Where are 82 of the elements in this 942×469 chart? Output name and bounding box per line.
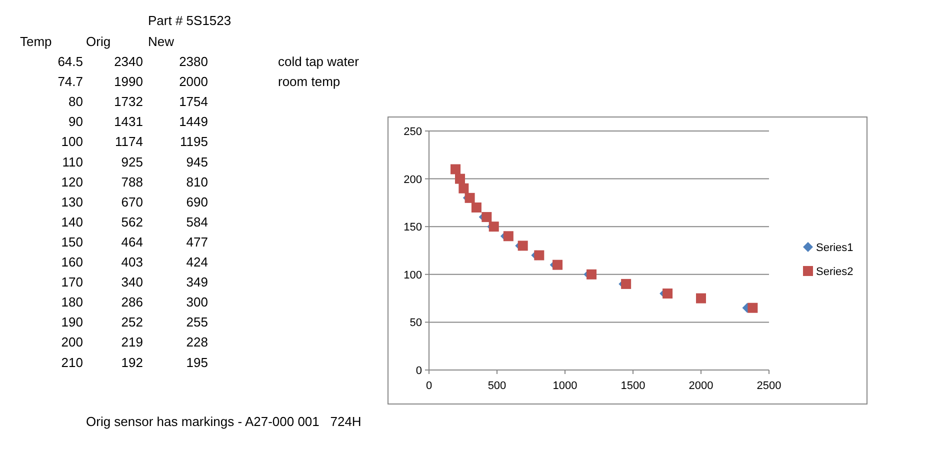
text: 170 <box>61 274 83 290</box>
text: 925 <box>121 154 143 170</box>
text: 200 <box>61 334 83 350</box>
point <box>503 231 514 242</box>
text: 1195 <box>180 134 208 150</box>
text: 2380 <box>179 54 208 69</box>
text: 349 <box>186 274 208 290</box>
y-tick-label: 150 <box>404 222 422 234</box>
text: 1449 <box>179 114 208 130</box>
x-tick-label: 0 <box>426 380 432 392</box>
point <box>458 183 469 194</box>
point <box>696 293 706 304</box>
point <box>586 269 597 280</box>
text: 464 <box>121 234 143 250</box>
text: 100 <box>61 134 83 150</box>
point <box>662 288 673 299</box>
text: 1431 <box>114 114 143 130</box>
text: room temp <box>278 74 340 89</box>
text: 192 <box>121 354 143 370</box>
x-tick-label: 1500 <box>620 380 646 392</box>
text: 140 <box>61 214 83 230</box>
text: 584 <box>186 214 208 230</box>
y-tick-label: 0 <box>416 365 422 377</box>
x-tick-label: 2000 <box>688 380 714 392</box>
text: 1174 <box>115 134 143 150</box>
text: 1732 <box>114 94 143 110</box>
legend-label: Series1 <box>816 242 854 254</box>
point <box>518 240 528 251</box>
text: 403 <box>121 254 143 270</box>
text: 562 <box>121 214 143 230</box>
text: 195 <box>186 354 208 370</box>
y-tick-label: 100 <box>404 269 422 282</box>
text: 1754 <box>179 94 208 110</box>
text: 690 <box>186 194 208 210</box>
text: 2340 <box>114 54 143 69</box>
x-tick-label: 500 <box>488 380 506 392</box>
text: Temp <box>20 34 52 49</box>
text: 80 <box>68 94 83 110</box>
text: 340 <box>121 274 143 290</box>
text: 788 <box>121 174 143 190</box>
text: 286 <box>121 294 143 310</box>
text: 150 <box>61 234 83 250</box>
text: 180 <box>61 294 83 310</box>
text: cold tap water <box>278 54 360 69</box>
point <box>534 250 544 260</box>
text: Orig <box>86 34 111 49</box>
text: 255 <box>186 314 208 330</box>
text: 252 <box>121 314 143 330</box>
text: 228 <box>186 334 208 350</box>
point <box>450 164 461 174</box>
text: 210 <box>61 354 83 370</box>
point <box>552 260 563 270</box>
text: 90 <box>68 114 83 130</box>
text: 120 <box>61 174 83 190</box>
text: 670 <box>121 194 143 210</box>
text: 1990 <box>114 74 143 90</box>
x-tick-label: 1000 <box>552 380 578 392</box>
point <box>482 212 492 222</box>
y-tick-label: 50 <box>410 317 422 330</box>
text: New <box>148 34 175 49</box>
text: 110 <box>62 154 83 170</box>
text: 160 <box>61 254 83 270</box>
text: 2000 <box>179 74 208 90</box>
text: 477 <box>186 234 208 250</box>
legend-label: Series2 <box>816 266 854 278</box>
x-tick-label: 2500 <box>756 380 782 392</box>
point <box>621 278 632 289</box>
text: 424 <box>186 254 208 270</box>
text: 219 <box>121 334 143 350</box>
text: 130 <box>61 194 83 210</box>
text: Part # 5S1523 <box>148 13 232 28</box>
y-tick-label: 200 <box>404 174 422 186</box>
text: 190 <box>61 314 83 330</box>
text: 945 <box>186 154 208 170</box>
point <box>471 202 482 212</box>
text: 810 <box>186 174 208 190</box>
point <box>748 302 758 313</box>
text: Orig sensor has markings - A27-000 001 724H <box>86 414 362 429</box>
text: 74.7 <box>58 74 83 90</box>
y-tick-label: 250 <box>404 126 422 138</box>
text: 300 <box>186 294 208 310</box>
text: 64.5 <box>58 54 83 69</box>
